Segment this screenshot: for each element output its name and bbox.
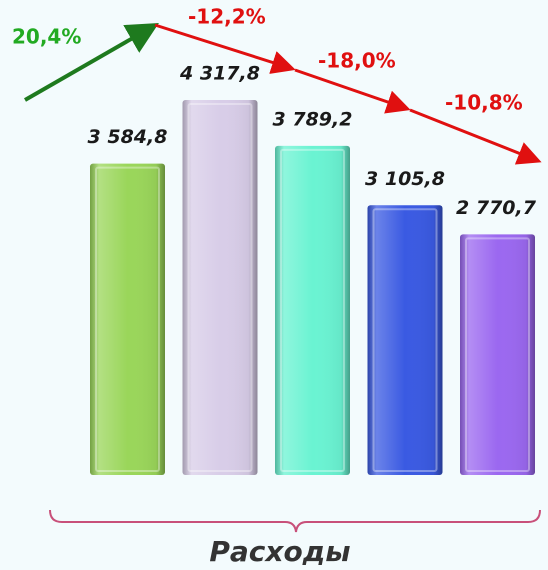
bar-bevel	[95, 166, 160, 472]
value-label: 3 789,2	[273, 108, 353, 130]
bar-bevel	[187, 103, 253, 472]
arrow	[294, 68, 411, 114]
annotation: -10,8%	[445, 91, 523, 115]
value-label: 3 105,8	[365, 168, 445, 190]
bar-shine	[182, 100, 258, 475]
bar-shine	[90, 163, 165, 475]
arrow	[154, 23, 296, 74]
value-label: 3 584,8	[88, 126, 168, 148]
value-label: 2 770,7	[456, 197, 537, 219]
bar-bevel	[280, 148, 345, 473]
bar-bevel	[372, 208, 438, 472]
arrow	[24, 23, 159, 102]
bar-shine	[275, 145, 350, 475]
bar-shine	[367, 205, 443, 475]
arrow	[409, 108, 542, 165]
annotation: -12,2%	[188, 5, 266, 29]
annotation: 20,4%	[12, 25, 81, 49]
bar-shine	[460, 234, 535, 475]
annotation: -18,0%	[318, 49, 396, 73]
bar-bevel	[465, 237, 530, 472]
brace	[49, 509, 541, 533]
value-label: 4 317,8	[179, 63, 260, 85]
x-axis-label: Расходы	[209, 535, 350, 568]
